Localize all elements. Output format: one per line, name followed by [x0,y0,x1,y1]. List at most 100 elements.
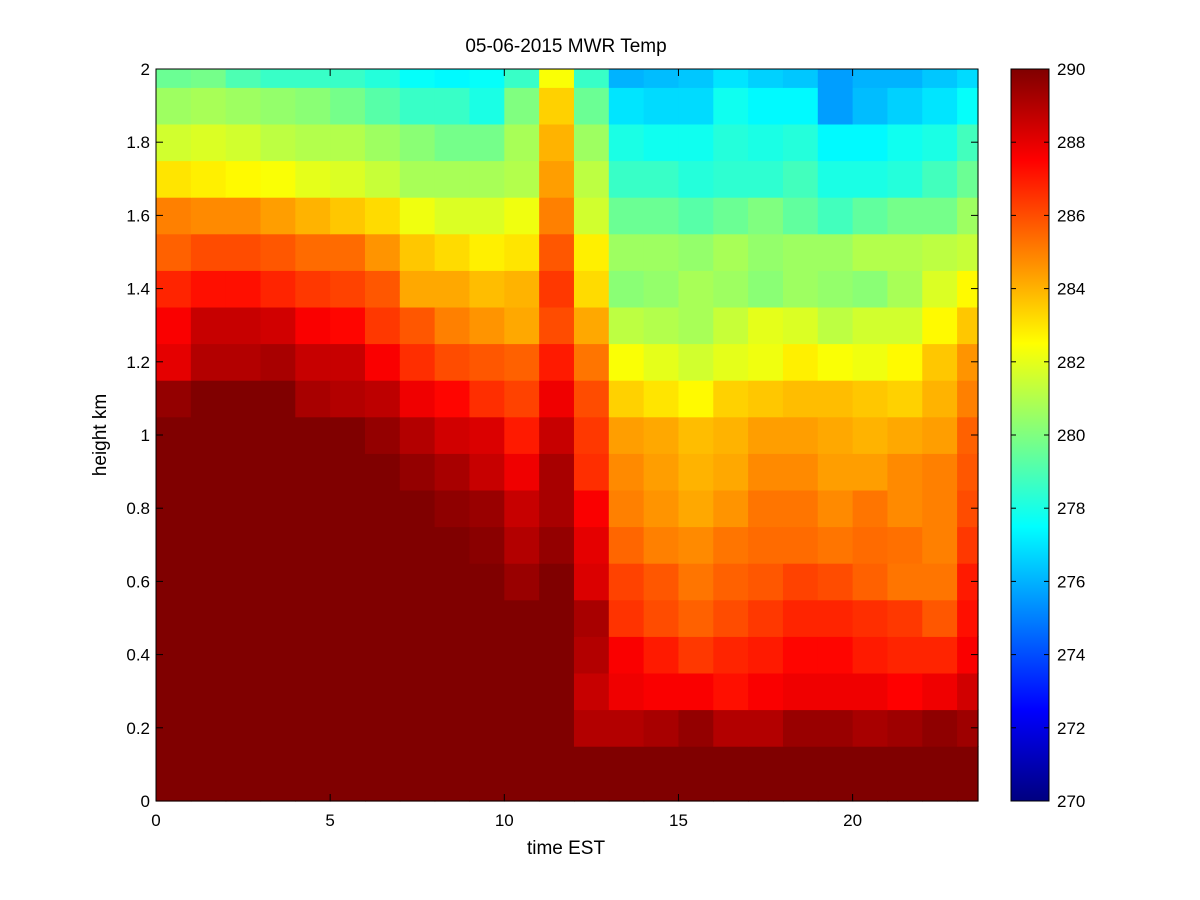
heatmap-cell [295,709,331,747]
heatmap-cell [922,160,958,198]
heatmap-cell [713,69,749,88]
heatmap-cell [922,233,958,271]
heatmap-cell [678,489,714,528]
heatmap-cell [260,563,296,601]
y-axis-ticks: 0 0.2 0.4 0.6 0.8 1 1.2 1.4 1.6 1.8 2 [126,60,978,811]
heatmap-cell [539,453,575,491]
heatmap-cell [364,526,401,564]
heatmap-cell [190,672,227,711]
heatmap-cell [399,380,436,418]
heatmap-cell [678,526,714,564]
heatmap-cell [748,526,784,564]
heatmap-cell [399,233,436,271]
heatmap-cell [295,526,331,564]
heatmap-cell [608,69,645,88]
heatmap-cell [957,453,979,491]
heatmap-cell [957,233,979,271]
heatmap-cell [922,563,958,601]
heatmap-cell [748,453,784,491]
heatmap-cell [643,746,680,802]
heatmap-cell [957,306,979,345]
heatmap-cell [156,160,192,198]
heatmap-cell [469,69,505,88]
heatmap-cell [156,233,192,271]
heatmap-cell [469,306,505,345]
heatmap-cell [608,87,645,125]
heatmap-cell [678,270,714,308]
heatmap-cell [887,197,923,235]
heatmap-cell [852,709,889,747]
heatmap-cell [330,87,366,125]
colorbar-tick-label: 290 [1057,60,1085,79]
heatmap-cell [434,69,471,88]
chart-title: 05-06-2015 MWR Temp [465,36,666,57]
x-axis-title: time EST [527,838,606,859]
heatmap-cell [190,636,227,674]
colorbar-tick-label: 276 [1057,572,1085,591]
heatmap-cell [469,489,505,528]
heatmap-cell [504,380,540,418]
heatmap-cell [678,746,714,802]
heatmap-cell [643,709,680,747]
heatmap-cell [643,636,680,674]
heatmap-cell [469,636,505,674]
heatmap-cell [678,123,714,162]
heatmap-cell [504,233,540,271]
heatmap-cell [539,233,575,271]
heatmap-cell [156,672,192,711]
heatmap-cell [399,343,436,381]
heatmap-cell [782,306,819,345]
heatmap-cell [748,270,784,308]
heatmap-cell [922,526,958,564]
heatmap-cell [330,306,366,345]
heatmap-cell [608,489,645,528]
heatmap-cell [817,672,854,711]
heatmap-cell [852,270,889,308]
heatmap-cell [225,489,262,528]
heatmap-cell [922,380,958,418]
heatmap-cell [260,270,296,308]
heatmap-cell [539,69,575,88]
heatmap-cell [434,709,471,747]
colorbar-tick-label: 280 [1057,426,1085,445]
heatmap-cell [957,526,979,564]
heatmap-cell [643,416,680,454]
heatmap-cell [748,306,784,345]
heatmap-cell [887,709,923,747]
heatmap-cell [713,306,749,345]
heatmap-cell [364,69,401,88]
heatmap-cell [504,599,540,637]
heatmap-cell [469,380,505,418]
heatmap-cell [957,343,979,381]
heatmap-cell [225,709,262,747]
heatmap-cell [469,672,505,711]
heatmap-cell [573,197,610,235]
heatmap-cell [504,306,540,345]
heatmap-cell [608,636,645,674]
heatmap-cell [852,636,889,674]
colorbar-tick-label: 270 [1057,792,1085,811]
heatmap-cell [922,416,958,454]
heatmap-cell [887,526,923,564]
heatmap-cell [295,672,331,711]
heatmap-cell [504,69,540,88]
heatmap-cell [713,416,749,454]
heatmap-cell [364,416,401,454]
heatmap-cell [364,453,401,491]
heatmap-cell [957,636,979,674]
heatmap-cell [782,599,819,637]
heatmap-cell [887,123,923,162]
heatmap-cell [399,123,436,162]
heatmap-cell [817,306,854,345]
heatmap-cell [782,343,819,381]
heatmap-cell [608,526,645,564]
heatmap-cell [539,343,575,381]
heatmap-cell [260,123,296,162]
heatmap-cell [817,489,854,528]
heatmap-cell [225,453,262,491]
heatmap-cell [260,489,296,528]
heatmap-cell [399,453,436,491]
heatmap-cell [190,123,227,162]
heatmap-cell [608,270,645,308]
heatmap-cell [782,709,819,747]
